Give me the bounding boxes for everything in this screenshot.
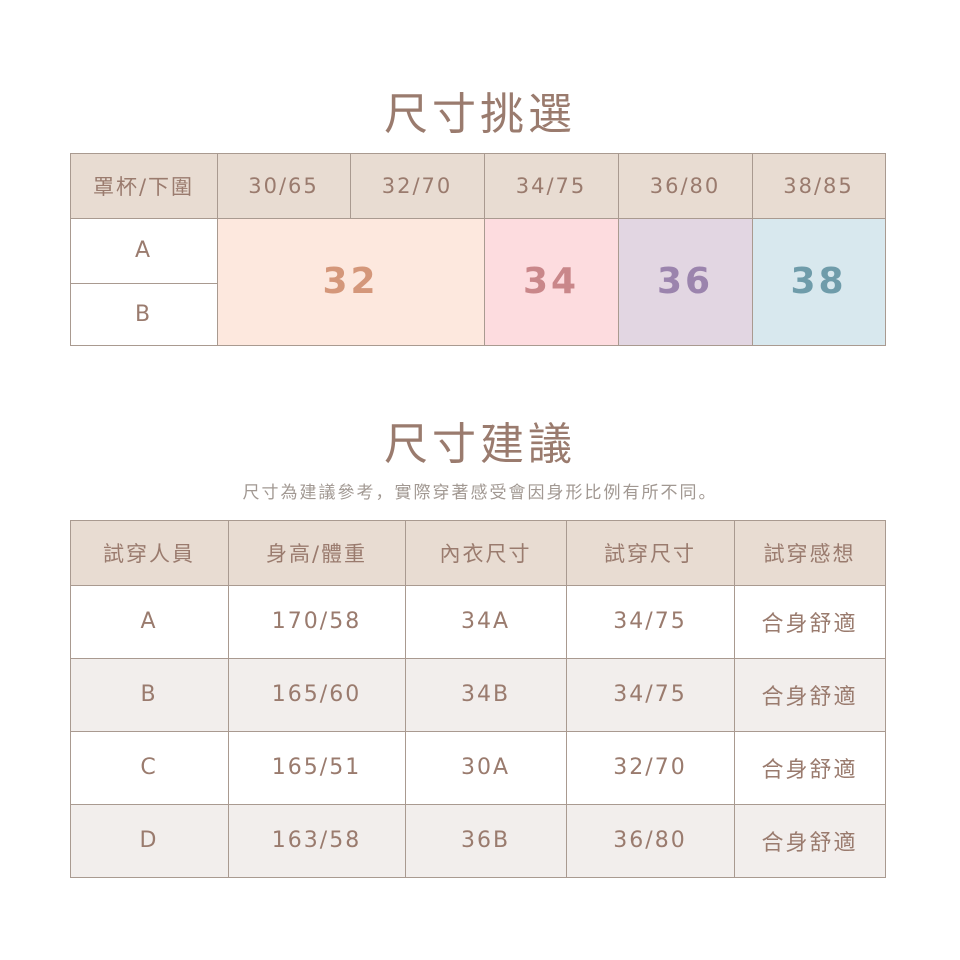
table-cell: 34A: [404, 584, 567, 659]
column-header: 試穿尺寸: [565, 519, 735, 586]
row-header: A: [69, 217, 218, 284]
size-chart-title: 尺寸挑選: [384, 89, 576, 140]
column-header: 30/65: [216, 152, 351, 219]
size-cell: 34: [483, 217, 619, 346]
table-cell: 合身舒適: [733, 657, 886, 732]
table-cell: 30A: [404, 730, 567, 805]
column-header: 試穿感想: [733, 519, 886, 586]
table-cell: 合身舒適: [733, 730, 886, 805]
table-cell: 合身舒適: [733, 584, 886, 659]
table-cell: 36/80: [565, 803, 735, 878]
column-header: 38/85: [751, 152, 886, 219]
size-cell: 38: [751, 217, 886, 346]
column-header: 試穿人員: [69, 519, 229, 586]
suggestion-subtitle: 尺寸為建議參考，實際穿著感受會因身形比例有所不同。: [242, 483, 718, 503]
size-cell: 32: [216, 217, 485, 346]
column-header: 內衣尺寸: [404, 519, 567, 586]
table-cell: 34/75: [565, 657, 735, 732]
table-cell: 165/60: [227, 657, 406, 732]
row-header: B: [69, 282, 218, 346]
table-cell: 165/51: [227, 730, 406, 805]
column-header: 34/75: [483, 152, 619, 219]
table-cell: C: [69, 730, 229, 805]
table-cell: 34/75: [565, 584, 735, 659]
table-cell: D: [69, 803, 229, 878]
column-header: 32/70: [349, 152, 485, 219]
table-cell: 163/58: [227, 803, 406, 878]
corner-header: 罩杯/下圍: [69, 152, 218, 219]
column-header: 36/80: [617, 152, 753, 219]
suggestion-title: 尺寸建議: [384, 419, 576, 470]
table-cell: 170/58: [227, 584, 406, 659]
size-cell: 36: [617, 217, 753, 346]
table-cell: 32/70: [565, 730, 735, 805]
table-cell: 合身舒適: [733, 803, 886, 878]
table-cell: A: [69, 584, 229, 659]
table-cell: B: [69, 657, 229, 732]
table-cell: 34B: [404, 657, 567, 732]
column-header: 身高/體重: [227, 519, 406, 586]
table-cell: 36B: [404, 803, 567, 878]
